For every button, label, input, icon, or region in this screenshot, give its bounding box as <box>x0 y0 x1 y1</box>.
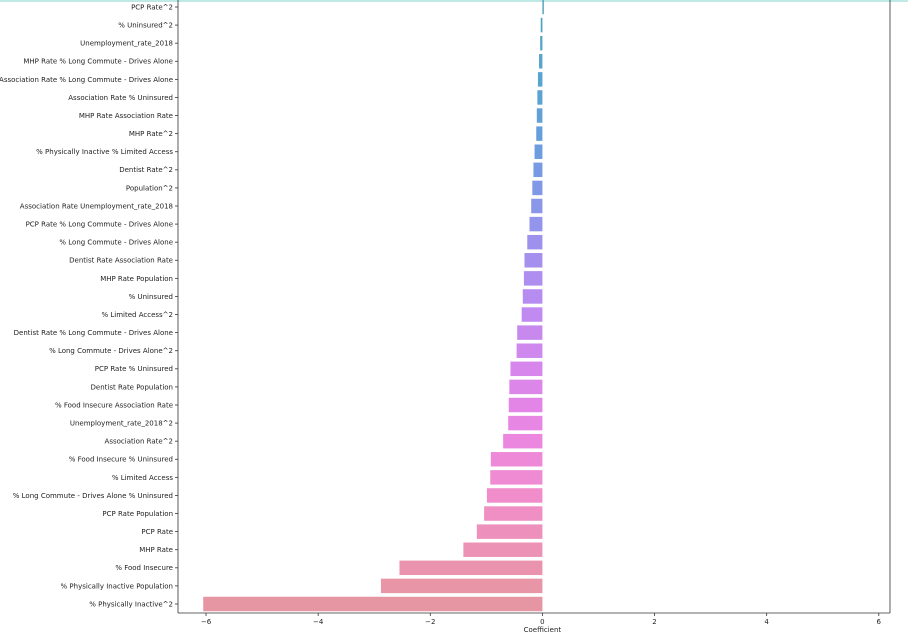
bar <box>509 379 543 395</box>
bar <box>532 180 543 196</box>
x-tick-label: 4 <box>764 618 769 626</box>
bar <box>516 343 543 358</box>
bar <box>476 524 543 539</box>
bar <box>524 253 543 268</box>
x-tick-label: −4 <box>313 618 324 626</box>
category-label: MHP Rate Population <box>100 275 173 283</box>
x-tick-label: 0 <box>540 618 544 626</box>
bar <box>522 289 543 304</box>
x-tick-label: 6 <box>877 618 882 626</box>
window-top-border <box>0 0 908 2</box>
bar <box>399 560 543 576</box>
bar <box>529 216 543 232</box>
bar <box>490 470 543 485</box>
bar <box>380 578 543 594</box>
category-label: % Physically Inactive^2 <box>89 600 173 608</box>
bar <box>527 234 543 250</box>
category-label: Dentist Rate % Long Commute - Drives Alo… <box>14 329 173 337</box>
category-label: PCP Rate % Long Commute - Drives Alone <box>26 220 173 228</box>
category-label: Dentist Rate Population <box>91 383 174 391</box>
bar <box>508 397 543 413</box>
category-label: PCP Rate <box>141 528 173 536</box>
bar <box>540 17 543 33</box>
bar <box>536 108 543 123</box>
category-label: % Long Commute - Drives Alone % Uninsure… <box>13 492 173 500</box>
category-labels: PCP Rate^2 % Uninsured^2 Unemployment_rate… <box>0 3 178 608</box>
bar <box>537 72 543 87</box>
bar <box>534 144 543 159</box>
category-label: PCP Rate Population <box>102 510 173 518</box>
bar <box>540 35 543 51</box>
category-label: Association Rate % Uninsured <box>68 94 173 102</box>
bar <box>484 506 543 521</box>
bar <box>521 307 543 322</box>
category-label: MHP Rate^2 <box>129 130 173 138</box>
bar <box>537 90 543 105</box>
category-label: Association Rate Unemployment_rate_2018 <box>20 202 173 210</box>
category-label: Unemployment_rate_2018 <box>80 40 173 48</box>
category-label: Association Rate^2 <box>105 438 173 446</box>
bar <box>536 126 543 141</box>
x-axis-ticks: −6 −4 −2 0 2 4 6 <box>201 613 882 626</box>
bar <box>490 452 543 467</box>
category-label: % Limited Access <box>112 474 174 482</box>
category-label: % Long Commute - Drives Alone <box>59 239 173 247</box>
bar <box>523 271 543 286</box>
category-label: MHP Rate % Long Commute - Drives Alone <box>23 58 173 66</box>
category-label: % Long Commute - Drives Alone^2 <box>49 347 173 355</box>
category-label: MHP Rate Association Rate <box>79 112 173 120</box>
bar <box>508 415 543 431</box>
category-label: Dentist Rate Association Rate <box>69 257 173 265</box>
category-label: % Food Insecure % Uninsured <box>69 456 173 464</box>
bars-group <box>203 0 544 612</box>
bar <box>533 162 543 178</box>
bar <box>542 0 544 15</box>
category-label: Unemployment_rate_2018^2 <box>70 419 173 427</box>
category-label: % Physically Inactive % Limited Access <box>36 148 173 156</box>
bar <box>486 488 543 503</box>
x-tick-label: 2 <box>652 618 656 626</box>
category-label: % Limited Access^2 <box>102 311 174 319</box>
category-label: % Food Insecure <box>115 564 173 572</box>
x-tick-label: −2 <box>425 618 435 626</box>
category-label: Population^2 <box>126 184 173 192</box>
category-label: % Uninsured^2 <box>118 21 173 29</box>
category-label: % Uninsured <box>129 293 173 301</box>
x-tick-label: −6 <box>201 618 212 626</box>
bar <box>539 54 543 69</box>
category-label: % Physically Inactive Population <box>61 582 173 590</box>
category-label: Association Rate % Long Commute - Drives… <box>0 76 173 84</box>
bar <box>463 542 543 557</box>
category-label: MHP Rate <box>139 546 173 554</box>
category-label: Dentist Rate^2 <box>119 166 173 174</box>
bar <box>517 325 543 340</box>
bar <box>203 596 543 612</box>
bar <box>531 198 543 214</box>
category-label: PCP Rate % Uninsured <box>95 365 173 373</box>
x-axis-title: Coefficient <box>524 626 562 634</box>
bar <box>503 433 543 449</box>
category-label: PCP Rate^2 <box>131 3 173 11</box>
category-label: % Food Insecure Association Rate <box>55 401 173 409</box>
bar <box>510 361 543 377</box>
